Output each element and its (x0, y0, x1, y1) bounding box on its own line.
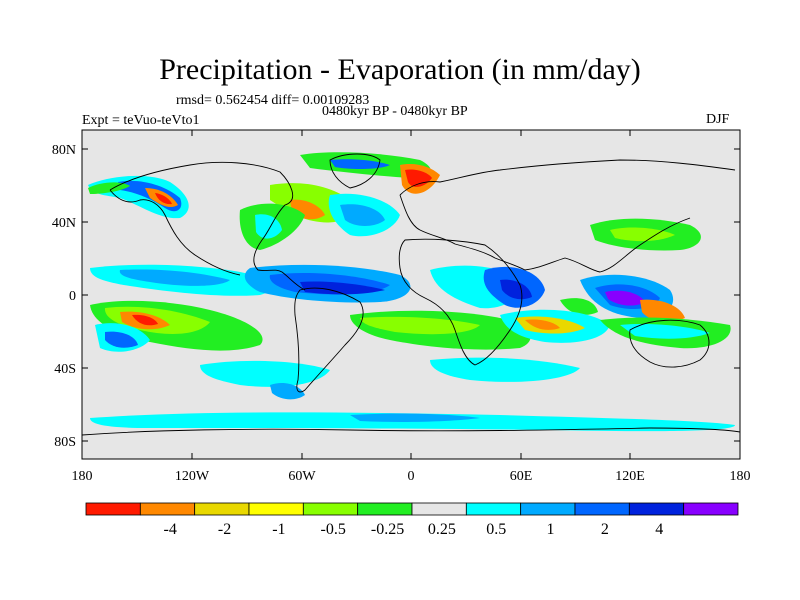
colorbar-swatch (248, 502, 304, 516)
colorbar-label: -0.5 (321, 521, 346, 538)
colorbar-swatch (85, 502, 141, 516)
y-tick-label: 80S (54, 435, 76, 450)
x-axis-ticks (191, 130, 631, 459)
colorbar-label: 0.25 (428, 521, 456, 538)
x-tick-label: 180 (730, 469, 751, 484)
y-tick-label: 40N (52, 216, 76, 231)
colorbar-label: 2 (601, 521, 609, 538)
anomaly-field (88, 152, 735, 432)
colorbar-swatch (465, 502, 522, 516)
experiment-label: Expt = teVuo-teVto1 (82, 113, 200, 128)
colorbar-swatch (520, 502, 576, 516)
y-tick-label: 80N (52, 143, 76, 158)
colorbar-label: 1 (547, 521, 555, 538)
colorbar-swatch (411, 502, 467, 516)
y-tick-label: 0 (69, 289, 76, 304)
colorbar-swatch (302, 502, 359, 516)
colorbar-label: 0.5 (486, 521, 506, 538)
x-tick-label: 60W (288, 469, 316, 484)
colorbar-swatch (194, 502, 250, 516)
colorbar-swatch (574, 502, 630, 516)
y-tick-label: 40S (54, 362, 76, 377)
colorbar-swatch (683, 502, 739, 516)
colorbar-swatch (357, 502, 413, 516)
x-tick-label: 120E (615, 469, 645, 484)
coastlines (82, 153, 740, 436)
x-tick-label: 180 (72, 469, 93, 484)
x-tick-label: 60E (510, 469, 533, 484)
colorbar-swatch (139, 502, 196, 516)
colorbar-label: -2 (218, 521, 231, 538)
colorbar-label: 4 (655, 521, 663, 538)
colorbar: -4 -2 -1 -0.5 -0.25 0.25 0.5 1 2 4 (85, 502, 739, 538)
period-label: 0480kyr BP - 0480kyr BP (322, 104, 468, 119)
y-axis-ticks (82, 148, 740, 442)
x-tick-label: 120W (175, 469, 210, 484)
season-label: DJF (706, 112, 730, 127)
colorbar-swatch (628, 502, 685, 516)
stats-label: rmsd= 0.562454 diff= 0.00109283 (176, 93, 370, 108)
colorbar-label: -0.25 (371, 521, 404, 538)
x-tick-label: 0 (408, 469, 415, 484)
colorbar-label: -4 (164, 521, 177, 538)
plot-title: Precipitation - Evaporation (in mm/day) (159, 53, 641, 86)
colorbar-label: -1 (272, 521, 285, 538)
